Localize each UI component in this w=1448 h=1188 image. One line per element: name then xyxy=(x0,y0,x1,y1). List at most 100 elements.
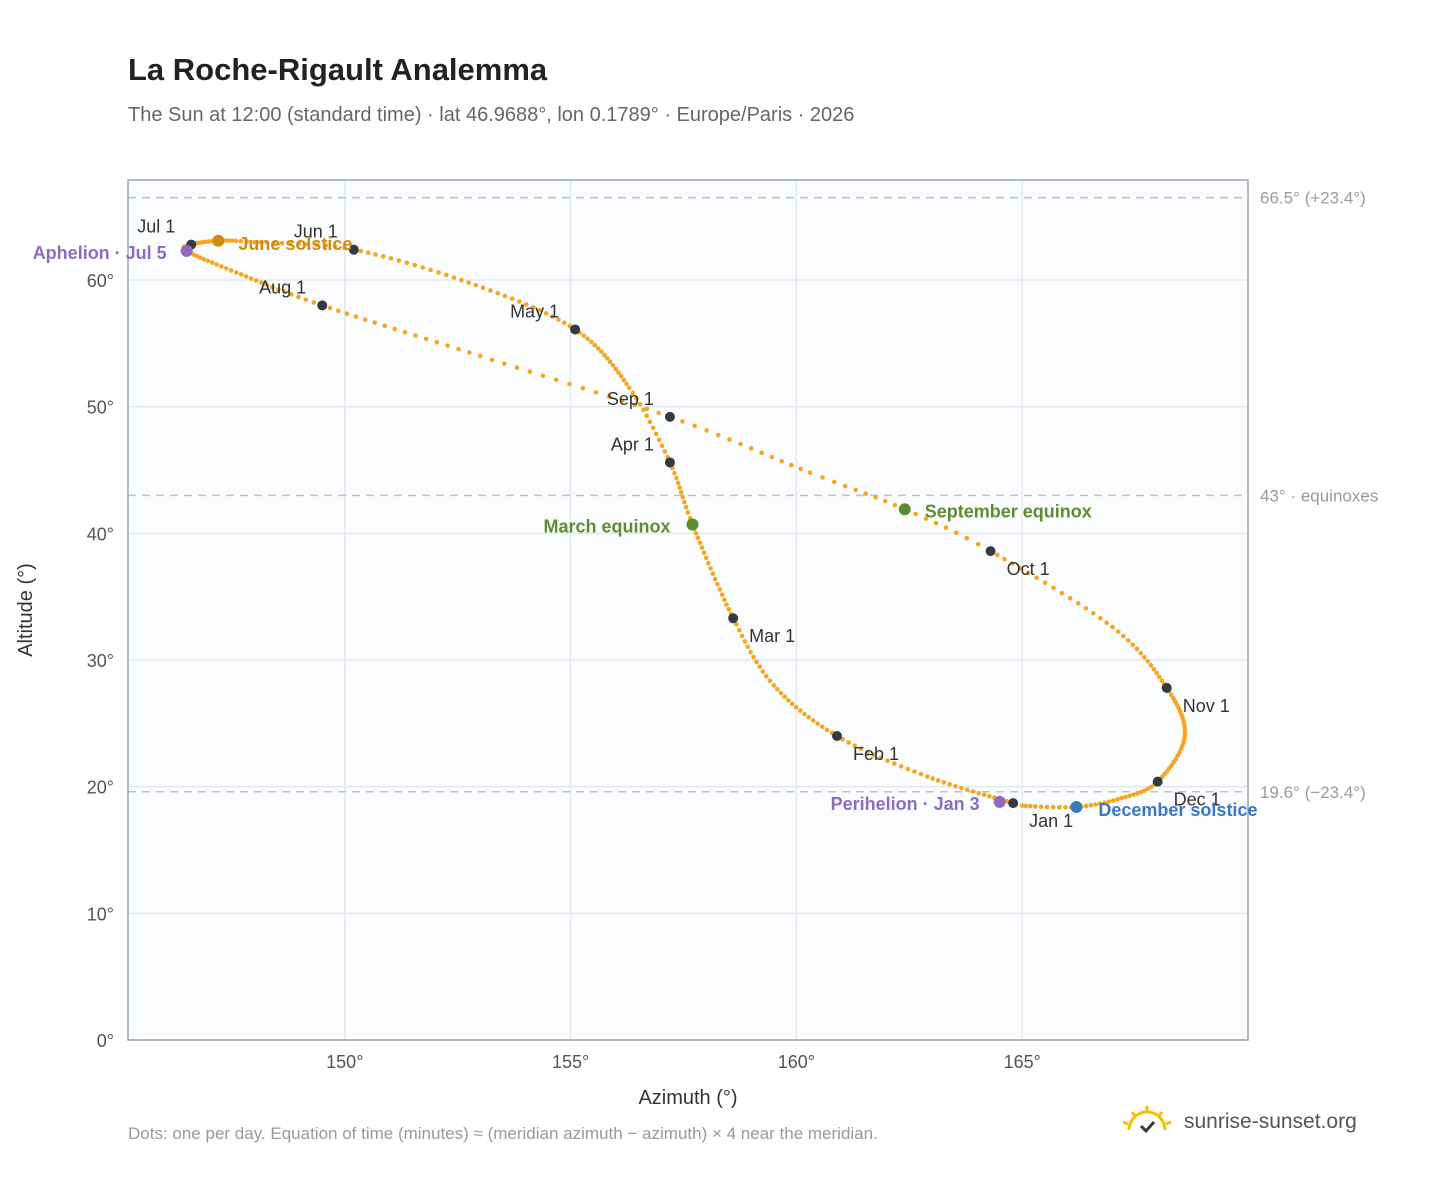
daily-sun-dot xyxy=(253,278,259,283)
daily-sun-dot xyxy=(509,296,515,302)
month-marker-label: Nov 1 xyxy=(1183,696,1230,716)
daily-sun-dot xyxy=(1159,678,1165,683)
daily-sun-dot xyxy=(388,256,394,261)
daily-sun-dot xyxy=(712,576,718,582)
daily-sun-dot xyxy=(1050,804,1056,810)
daily-sun-dot xyxy=(863,491,869,496)
daily-sun-dot xyxy=(865,749,870,755)
month-marker-label: Feb 1 xyxy=(853,744,899,764)
daily-sun-dot xyxy=(467,350,472,355)
daily-sun-dot xyxy=(644,413,650,419)
daily-sun-dot xyxy=(715,432,721,438)
grid-layer xyxy=(128,180,1248,1041)
daily-sun-dot xyxy=(672,470,677,476)
month-marker-dot xyxy=(664,411,675,422)
daily-sun-dot xyxy=(824,727,830,733)
daily-sun-dot xyxy=(858,746,864,752)
event-markers: March equinox June solstice September equi… xyxy=(33,234,1258,820)
brand-text: sunrise-sunset.org xyxy=(1184,1110,1357,1133)
brand[interactable]: sunrise-sunset.org xyxy=(1120,1104,1357,1140)
daily-sun-dot xyxy=(1151,666,1157,672)
daily-sun-dot xyxy=(767,678,773,684)
daily-sun-dot xyxy=(1104,620,1109,626)
daily-sun-dot xyxy=(592,342,598,348)
month-marker-dot xyxy=(1008,798,1019,809)
daily-sun-dot xyxy=(550,314,555,319)
daily-sun-dot xyxy=(516,299,522,304)
daily-sun-dot xyxy=(905,766,911,772)
daily-sun-dot xyxy=(619,398,625,404)
daily-sun-dot xyxy=(1091,611,1096,616)
daily-sun-dot xyxy=(296,241,302,247)
x-axis-ticks: 150° 155° 160° 165° xyxy=(326,1052,1041,1072)
daily-sun-dot xyxy=(1142,654,1147,660)
daily-sun-dot xyxy=(234,270,239,275)
daily-sun-dot xyxy=(706,560,711,566)
daily-sun-dot xyxy=(527,369,533,374)
daily-sun-dot xyxy=(473,282,479,288)
daily-sun-dot xyxy=(372,320,378,325)
daily-sun-dot xyxy=(252,239,257,245)
daily-sun-dot xyxy=(947,782,952,787)
daily-sun-dot xyxy=(1009,561,1015,566)
daily-sun-dot xyxy=(1025,570,1031,576)
daily-sun-dot xyxy=(219,264,224,269)
month-marker-label: May 1 xyxy=(510,301,559,321)
daily-sun-dot xyxy=(693,530,699,536)
daily-sun-dot xyxy=(214,262,219,267)
daily-sun-dot xyxy=(724,602,729,607)
daily-sun-dot xyxy=(392,326,398,332)
daily-sun-dot xyxy=(514,365,520,370)
daily-sun-dot xyxy=(444,272,449,278)
x-tick-label: 155° xyxy=(552,1052,589,1072)
month-marker-dot xyxy=(664,457,675,468)
x-tick-label: 165° xyxy=(1004,1052,1041,1072)
daily-sun-dot xyxy=(1138,650,1144,656)
sun-logo-icon xyxy=(1122,1106,1172,1134)
daily-sun-dot xyxy=(759,450,764,456)
daily-sun-dot xyxy=(703,555,709,561)
daily-sun-dot xyxy=(1123,794,1128,800)
daily-sun-dot xyxy=(201,256,207,262)
daily-sun-dot xyxy=(751,654,756,660)
daily-sun-dot xyxy=(819,724,825,730)
daily-sun-dot xyxy=(404,260,410,266)
daily-sun-dot xyxy=(1110,798,1116,803)
daily-sun-dot xyxy=(1168,692,1174,698)
y-tick-label: 30° xyxy=(87,651,114,671)
month-marker-dot xyxy=(317,300,328,311)
daily-sun-dot xyxy=(1171,696,1176,701)
daily-sun-dot xyxy=(1173,756,1178,762)
daily-sun-dot xyxy=(925,774,930,779)
daily-sun-dot xyxy=(1148,784,1154,790)
daily-sun-dot xyxy=(733,622,739,627)
daily-sun-dot xyxy=(846,740,851,745)
month-marker-dot xyxy=(348,244,359,255)
daily-sun-dot xyxy=(754,659,759,665)
daily-sun-dot xyxy=(1106,799,1112,804)
month-marker-label: Sep 1 xyxy=(607,389,654,409)
daily-sun-dot xyxy=(477,353,483,359)
month-marker-dot xyxy=(832,731,843,742)
daily-sun-dot xyxy=(365,250,371,256)
daily-sun-dot xyxy=(585,336,590,341)
daily-sun-dot xyxy=(953,530,959,536)
daily-sun-dot xyxy=(1034,575,1039,581)
daily-sun-dot xyxy=(1148,662,1154,668)
daily-sun-dot xyxy=(553,377,559,383)
daily-sun-dot xyxy=(613,366,619,372)
daily-sun-dot xyxy=(1059,590,1065,596)
daily-sun-dot xyxy=(680,419,685,424)
daily-sun-dot xyxy=(1131,792,1136,797)
daily-sun-dot xyxy=(480,285,486,291)
daily-sun-dot xyxy=(715,581,720,587)
daily-sun-dot xyxy=(502,361,507,366)
daily-sun-dot xyxy=(1138,789,1144,795)
daily-sun-dot xyxy=(719,592,725,597)
daily-sun-dot xyxy=(1130,642,1136,648)
daily-sun-dot xyxy=(402,329,408,335)
plot-frame xyxy=(127,179,1249,1041)
daily-sun-dot xyxy=(327,305,333,311)
reference-line-label: 43° · equinoxes xyxy=(1260,486,1378,505)
